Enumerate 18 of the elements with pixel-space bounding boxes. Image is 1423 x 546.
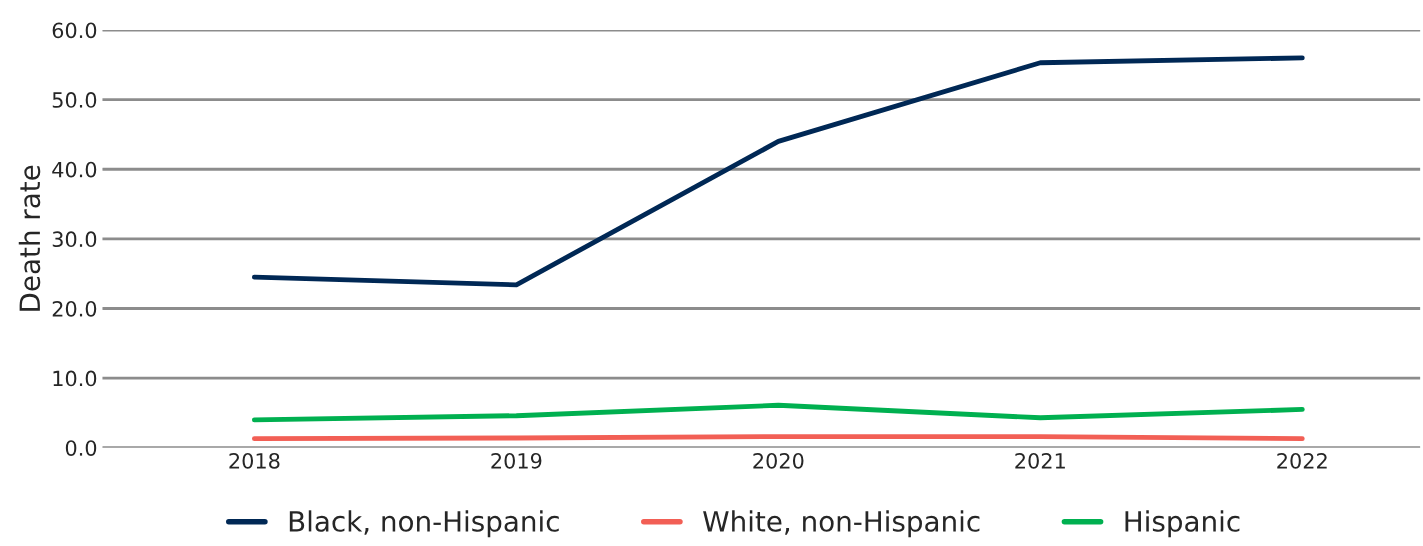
y-tick-label: 40.0 bbox=[52, 161, 97, 178]
x-tick-label: 2018 bbox=[229, 452, 280, 469]
line-series bbox=[251, 55, 1305, 288]
x-tick-label: 2022 bbox=[1277, 452, 1327, 469]
legend-label: Black, non-Hispanic bbox=[289, 510, 559, 538]
y-tick-label: 50.0 bbox=[52, 92, 97, 108]
y-tick-label: 0.0 bbox=[65, 440, 97, 456]
y-tick-label: 30.0 bbox=[52, 231, 97, 248]
y-tick-label: 60.0 bbox=[52, 22, 97, 39]
y-axis-title: Death rate bbox=[18, 165, 41, 311]
legend-label: Hispanic bbox=[1125, 510, 1240, 538]
y-tick-label: 10.0 bbox=[53, 370, 97, 387]
y-tick-label: 20.0 bbox=[52, 300, 97, 317]
x-tick-label: 2021 bbox=[1015, 452, 1065, 469]
x-tick-label: 2020 bbox=[753, 452, 804, 469]
line-series bbox=[251, 402, 1305, 423]
x-tick-label: 2019 bbox=[491, 452, 542, 469]
legend-label: White, non-Hispanic bbox=[703, 510, 980, 538]
